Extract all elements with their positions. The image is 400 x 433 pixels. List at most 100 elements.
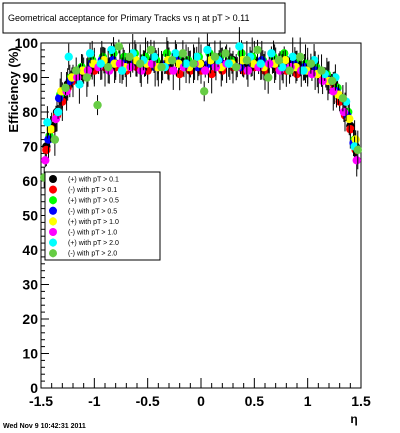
data-points <box>40 27 362 188</box>
legend-marker <box>49 238 57 247</box>
legend-label: (+) with pT > 2.0 <box>68 240 119 247</box>
data-point <box>72 66 81 75</box>
y-tick-label: 50 <box>22 208 38 224</box>
data-point <box>346 125 355 134</box>
data-point <box>178 49 188 58</box>
data-point <box>125 52 134 61</box>
data-point <box>61 83 70 93</box>
y-tick-label: 10 <box>22 346 38 362</box>
data-point <box>267 49 276 58</box>
data-point <box>253 45 262 55</box>
data-point <box>243 66 253 75</box>
data-point <box>296 52 305 61</box>
legend: (+) with pT > 0.1 (-) with pT > 0.1 (+) wi… <box>44 171 161 261</box>
data-point <box>43 118 52 127</box>
legend-marker <box>49 185 57 194</box>
legend-label: (-) with pT > 1.0 <box>68 230 117 237</box>
data-point <box>339 107 349 117</box>
data-point <box>96 59 105 68</box>
data-point <box>85 49 95 58</box>
data-point <box>175 69 184 79</box>
data-point <box>114 42 124 51</box>
legend-label: (-) with pT > 0.1 <box>68 187 117 194</box>
legend-marker <box>49 206 57 215</box>
data-point <box>157 62 166 72</box>
data-point <box>200 87 209 96</box>
y-tick-label: 40 <box>22 242 38 258</box>
data-point <box>306 59 316 68</box>
x-axis-label: η <box>350 412 357 426</box>
data-point <box>264 73 273 82</box>
data-point <box>53 107 63 117</box>
data-point <box>317 66 326 75</box>
series-7 <box>43 27 359 157</box>
data-point <box>352 156 361 165</box>
legend-box <box>44 171 161 261</box>
data-point <box>281 56 290 65</box>
y-tick-label: 70 <box>22 139 38 155</box>
data-point <box>201 66 210 75</box>
data-point <box>242 56 252 65</box>
data-point <box>189 59 198 68</box>
data-point <box>353 145 362 155</box>
data-point <box>82 73 92 82</box>
legend-label: (+) with pT > 1.0 <box>68 219 119 226</box>
data-point <box>50 135 60 144</box>
x-tick-label: 1 <box>304 393 312 409</box>
y-tick-label: 20 <box>22 311 38 327</box>
data-point <box>41 156 50 165</box>
data-point <box>207 69 216 79</box>
x-tick-label: -1 <box>88 393 101 409</box>
x-tick-label: -1.5 <box>29 393 53 409</box>
data-point <box>64 52 73 61</box>
data-point <box>75 80 84 89</box>
data-point <box>46 125 55 134</box>
y-tick-label: 30 <box>22 277 38 293</box>
data-point <box>328 76 337 86</box>
y-tick-label: 60 <box>22 173 38 189</box>
axes: 0 10 20 30 40 50 60 70 80 90 100 -1.5 -1 -0.5 0 0.5 1 1.5 <box>15 35 371 409</box>
data-point <box>192 52 201 61</box>
x-tick-label: 1.5 <box>351 393 371 409</box>
data-point <box>93 100 102 110</box>
legend-marker <box>49 175 57 183</box>
x-tick-label: 0 <box>197 393 205 409</box>
data-point <box>274 56 284 65</box>
data-point <box>285 66 294 75</box>
data-point <box>107 45 116 55</box>
y-tick-label: 80 <box>22 104 38 120</box>
data-point <box>169 66 178 75</box>
data-point <box>136 59 145 68</box>
date-stamp: Wed Nov 9 10:42:31 2011 <box>3 423 86 430</box>
x-tick-label: -0.5 <box>136 393 160 409</box>
y-axis-label: Efficiency (%) <box>6 47 21 132</box>
data-point <box>83 66 93 75</box>
data-point <box>256 59 265 68</box>
legend-marker <box>49 249 57 258</box>
data-point <box>171 49 180 58</box>
data-point <box>168 56 177 65</box>
data-point <box>224 59 233 68</box>
legend-label: (-) with pT > 2.0 <box>68 251 117 258</box>
data-point <box>210 52 220 61</box>
legend-marker <box>49 196 57 205</box>
data-point <box>149 52 159 61</box>
data-point <box>277 62 287 72</box>
legend-marker <box>49 217 57 226</box>
data-point <box>232 62 241 72</box>
data-point <box>104 62 113 72</box>
chart-title: Geometrical acceptance for Primary Track… <box>8 13 250 23</box>
data-point <box>203 45 212 55</box>
x-tick-label: 0.5 <box>245 393 265 409</box>
legend-label: (+) with pT > 0.1 <box>68 177 119 184</box>
data-point <box>235 42 244 51</box>
data-point <box>288 52 297 61</box>
data-point <box>162 49 172 58</box>
series-8 <box>40 37 362 188</box>
data-point <box>307 69 317 79</box>
data-point <box>181 59 191 68</box>
y-tick-label: 100 <box>15 35 39 51</box>
data-point <box>117 66 127 75</box>
legend-marker <box>49 228 57 236</box>
